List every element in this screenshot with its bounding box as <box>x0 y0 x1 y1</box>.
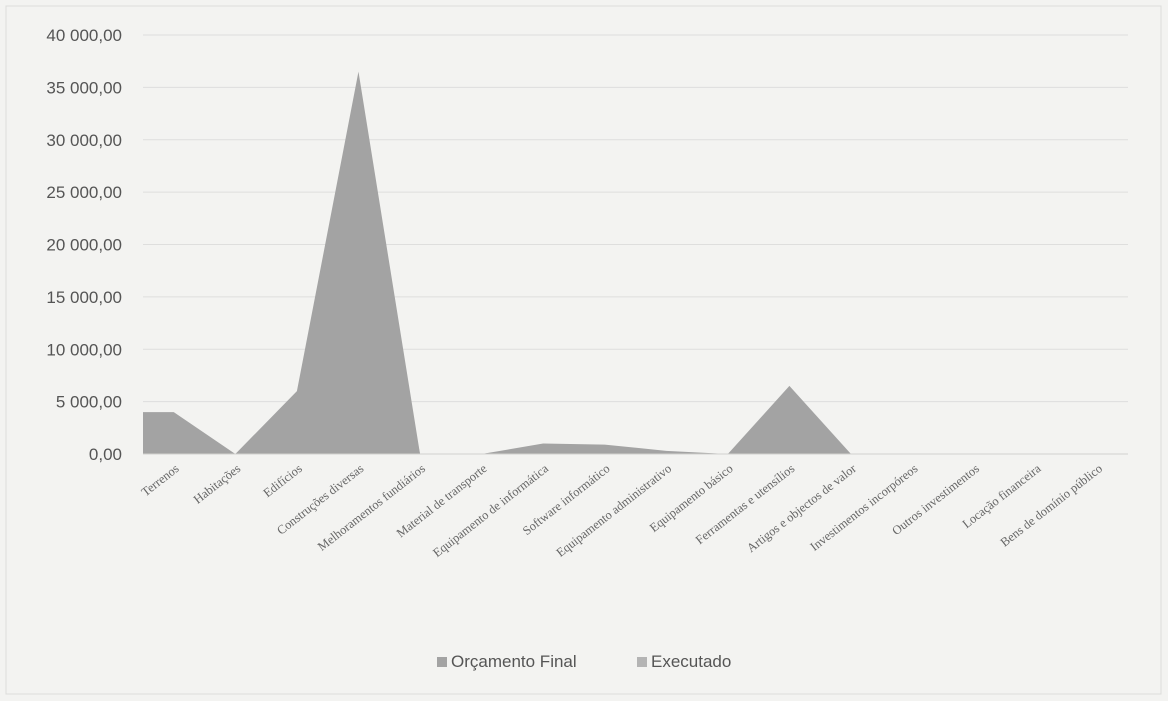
legend-label: Orçamento Final <box>451 652 577 671</box>
legend-swatch <box>437 657 447 667</box>
y-tick-label: 35 000,00 <box>46 78 122 97</box>
y-tick-label: 10 000,00 <box>46 340 122 359</box>
legend-label: Executado <box>651 652 731 671</box>
y-tick-label: 25 000,00 <box>46 183 122 202</box>
y-axis-tick-labels: 0,00 5 000,00 10 000,00 15 000,00 20 000,00 2… <box>46 26 122 464</box>
legend-swatch <box>637 657 647 667</box>
area-series <box>143 71 1098 454</box>
area-series-orcamento-final <box>143 71 1098 454</box>
y-tick-label: 40 000,00 <box>46 26 122 45</box>
chart-border <box>5 5 1162 695</box>
y-tick-label: 0,00 <box>89 445 122 464</box>
legend: Orçamento Final Executado <box>437 652 731 671</box>
y-tick-label: 5 000,00 <box>56 393 122 412</box>
y-tick-label: 20 000,00 <box>46 236 122 255</box>
y-tick-label: 30 000,00 <box>46 131 122 150</box>
y-tick-label: 15 000,00 <box>46 288 122 307</box>
